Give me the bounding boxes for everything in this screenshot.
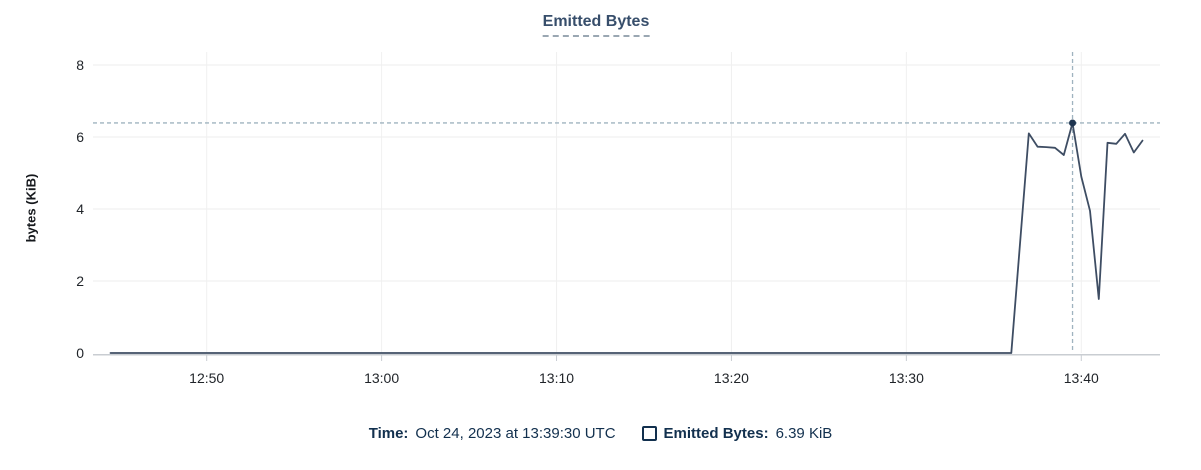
x-tick-label: 12:50 bbox=[189, 370, 224, 386]
chart-legend: Time: Oct 24, 2023 at 13:39:30 UTC Emitt… bbox=[0, 425, 1201, 442]
legend-time-value: Oct 24, 2023 at 13:39:30 UTC bbox=[415, 425, 616, 442]
x-tick-label: 13:00 bbox=[364, 370, 399, 386]
series-line bbox=[109, 122, 1144, 354]
x-tick-label: 13:10 bbox=[539, 370, 574, 386]
y-tick-label: 2 bbox=[76, 273, 84, 289]
y-tick-label: 8 bbox=[76, 57, 84, 73]
x-tick-label: 13:20 bbox=[714, 370, 749, 386]
y-tick-label: 6 bbox=[76, 129, 84, 145]
x-tick-label: 13:30 bbox=[889, 370, 924, 386]
series-checkbox[interactable] bbox=[641, 426, 657, 441]
y-tick-label: 4 bbox=[76, 201, 84, 217]
legend-time-group: Time: Oct 24, 2023 at 13:39:30 UTC bbox=[369, 425, 616, 442]
y-tick-label: 0 bbox=[76, 345, 84, 361]
legend-series-label: Emitted Bytes: bbox=[663, 425, 769, 442]
legend-series-value: 6.39 KiB bbox=[775, 425, 833, 442]
x-tick-label: 13:40 bbox=[1064, 370, 1099, 386]
legend-series-group: Emitted Bytes: 6.39 KiB bbox=[641, 425, 833, 442]
hover-point-marker bbox=[1069, 119, 1077, 127]
legend-time-label: Time: bbox=[368, 425, 409, 442]
chart-title: Emitted Bytes bbox=[542, 13, 650, 37]
